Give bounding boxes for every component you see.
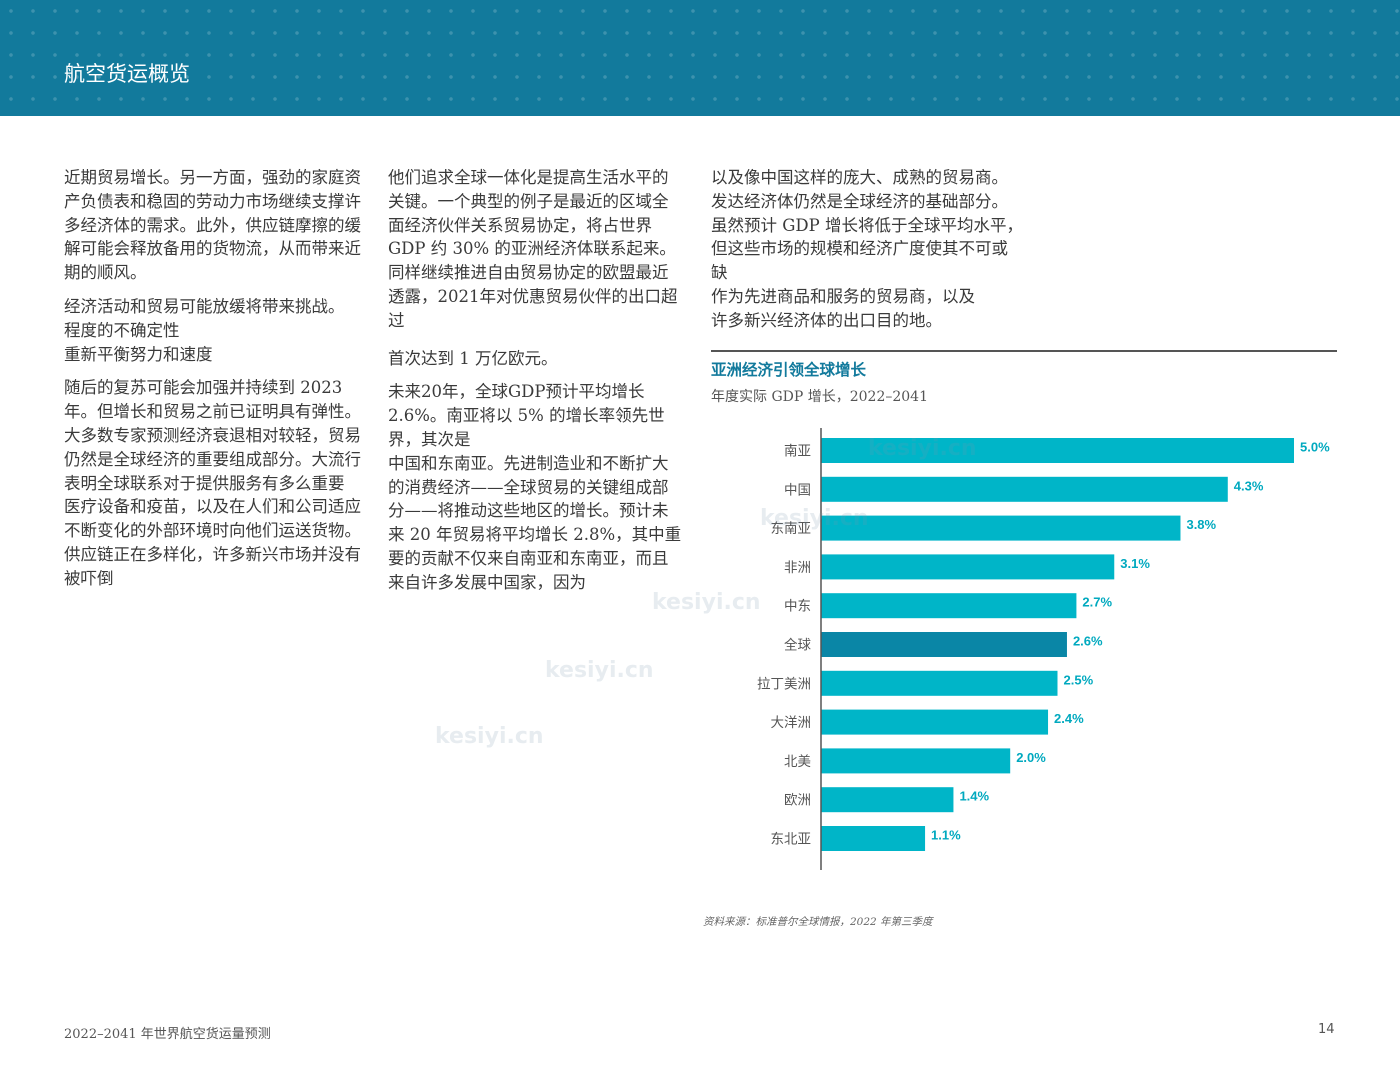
section-title: 航空货运概览	[64, 62, 190, 86]
category-label: 非洲	[784, 560, 811, 576]
bar-6	[821, 670, 1058, 696]
paragraph: 首次达到 1 万亿欧元。	[388, 348, 558, 368]
paragraph: 程度的不确定性	[64, 320, 180, 340]
bar-3	[821, 554, 1115, 580]
bar-1	[821, 476, 1228, 502]
category-label: 大洋洲	[771, 715, 812, 731]
value-label: 1.1%	[931, 828, 961, 843]
category-label: 全球	[784, 637, 812, 654]
watermark: kesiyi.cn	[868, 436, 977, 461]
watermark: kesiyi.cn	[545, 658, 654, 683]
header-banner: 航空货运概览	[0, 0, 1400, 116]
text-column-3: 以及像中国这样的庞大、成熟的贸易商。 发达经济体仍然是全球经济的基础部分。 虽然…	[711, 166, 1031, 333]
text-column-1: 近期贸易增长。另一方面，强劲的家庭资产负债表和稳固的劳动力市场继续支撑许多经济体…	[64, 166, 376, 591]
paragraph: 他们追求全球一体化是提高生活水平的关键。一个典型的例子是最近的区域全面经济伙伴关…	[388, 168, 678, 330]
value-label: 4.3%	[1234, 478, 1264, 493]
bar-9	[821, 787, 954, 813]
value-label: 2.7%	[1082, 595, 1112, 610]
paragraph: 近期贸易增长。另一方面，强劲的家庭资产负债表和稳固的劳动力市场继续支撑许多经济体…	[64, 168, 361, 283]
paragraph: 许多新兴经济体的出口目的地。	[711, 310, 942, 330]
category-label: 拉丁美洲	[757, 676, 811, 692]
category-label: 中国	[784, 482, 811, 498]
watermark: kesiyi.cn	[652, 590, 761, 615]
paragraph: 但这些市场的规模和经济广度使其不可或	[711, 239, 1008, 259]
watermark: kesiyi.cn	[760, 506, 869, 531]
paragraph: 缺	[711, 263, 728, 283]
bar-10	[821, 826, 926, 851]
value-label: 2.4%	[1054, 711, 1084, 726]
paragraph: 经济活动和贸易可能放缓将带来挑战。	[64, 296, 345, 316]
bar-8	[821, 748, 1011, 774]
paragraph: 发达经济体仍然是全球经济的基础部分。	[711, 191, 1008, 211]
paragraph: 医疗设备和疫苗，以及在人们和公司适应不断变化的外部环境时向他们运送货物。	[64, 497, 361, 541]
text-column-2: 他们追求全球一体化是提高生活水平的关键。一个典型的例子是最近的区域全面经济伙伴关…	[388, 166, 684, 595]
paragraph: 作为先进商品和服务的贸易商，以及	[711, 286, 975, 306]
page-number: 14	[1318, 1022, 1335, 1037]
value-label: 2.5%	[1064, 672, 1094, 687]
paragraph: 重新平衡努力和速度	[64, 344, 213, 364]
chart-subtitle: 年度实际 GDP 增长，2022–2041	[711, 389, 928, 405]
gdp-growth-bar-chart: 南亚 5.0% 中国 4.3% 东南亚 3.8% 非洲 3.1% 中东 2.7% 全球 2.6% 拉丁美…	[757, 428, 1330, 870]
category-label: 中东	[784, 599, 811, 615]
bar-2	[821, 515, 1181, 541]
value-label: 2.6%	[1073, 634, 1103, 649]
paragraph: 随后的复苏可能会加强并持续到 2023 年。但增长和贸易之前已证明具有弹性。大多…	[64, 378, 361, 493]
watermark: kesiyi.cn	[435, 724, 544, 749]
category-label: 东南亚	[771, 521, 812, 537]
bar-4	[821, 593, 1077, 619]
paragraph: 中国和东南亚。先进制造业和不断扩大的消费经济——全球贸易的关键组成部分——将推动…	[388, 453, 682, 592]
paragraph: 虽然预计 GDP 增长将低于全球平均水平，	[711, 215, 1024, 235]
value-label: 2.0%	[1016, 750, 1046, 765]
category-label: 南亚	[784, 444, 811, 460]
paragraph: 以及像中国这样的庞大、成熟的贸易商。	[711, 168, 1008, 187]
category-label: 东北亚	[771, 832, 812, 848]
bar-7	[821, 709, 1049, 735]
footer-report-title: 2022–2041 年世界航空货运量预测	[64, 1027, 271, 1042]
value-label: 3.1%	[1120, 556, 1150, 571]
category-label: 北美	[784, 754, 811, 770]
value-label: 5.0%	[1300, 440, 1330, 455]
category-label: 欧洲	[784, 793, 811, 809]
paragraph: 未来20年，全球GDP预计平均增长 2.6%。南亚将以 5% 的增长率领先世界，…	[388, 382, 665, 449]
value-label: 1.4%	[959, 789, 989, 804]
bar-0	[821, 438, 1294, 463]
chart-divider	[711, 350, 1337, 352]
value-label: 3.8%	[1186, 517, 1216, 532]
paragraph: 供应链正在多样化，许多新兴市场并没有被吓倒	[64, 544, 361, 588]
bar-5	[821, 632, 1067, 657]
chart-source: 资料来源：标准普尔全球情报，2022 年第三季度	[703, 916, 933, 928]
chart-title: 亚洲经济引领全球增长	[711, 361, 867, 379]
